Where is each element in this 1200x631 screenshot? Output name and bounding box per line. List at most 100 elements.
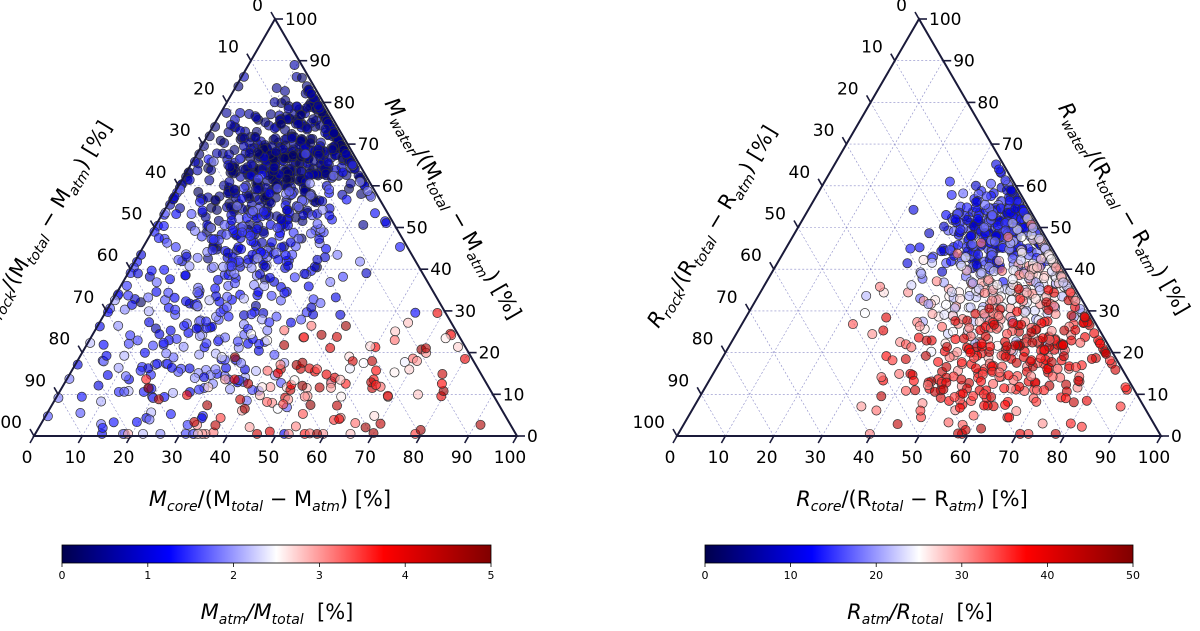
scatter-point — [120, 371, 131, 382]
scatter-point — [179, 320, 190, 331]
scatter-point — [221, 302, 232, 313]
scatter-point — [1059, 325, 1070, 336]
scatter-point — [958, 188, 969, 199]
tick-mark — [29, 428, 35, 437]
scatter-point — [299, 332, 310, 343]
scatter-point — [1011, 357, 1022, 368]
scatter-point — [1086, 353, 1097, 364]
scatter-point — [1046, 326, 1057, 336]
scatter-point — [296, 135, 306, 146]
scatter-point — [246, 329, 257, 339]
scatter-point — [276, 214, 287, 225]
scatter-point — [266, 237, 277, 248]
scatter-point — [358, 358, 369, 369]
bottom-tick-label: 70 — [354, 448, 376, 468]
scatter-point — [900, 354, 911, 365]
scatter-point — [344, 363, 355, 374]
grid-line — [749, 310, 823, 437]
scatter-point — [222, 291, 233, 302]
scatter-point — [239, 182, 249, 193]
scatter-point — [1035, 353, 1046, 364]
scatter-point — [119, 350, 130, 361]
scatter-point — [202, 400, 213, 411]
grid-line — [1112, 394, 1138, 437]
scatter-point — [259, 281, 270, 292]
scatter-point — [1016, 319, 1027, 330]
scatter-point — [453, 341, 463, 352]
grid-line — [725, 352, 775, 437]
scatter-point — [215, 412, 226, 423]
scatter-point — [340, 320, 351, 331]
tick-mark — [246, 53, 252, 62]
scatter-point — [403, 317, 414, 328]
right-tick-label: 70 — [358, 135, 380, 155]
scatter-point — [98, 339, 109, 350]
scatter-point — [305, 137, 316, 148]
scatter-point — [236, 244, 247, 255]
tick-mark — [101, 303, 107, 312]
tick-mark — [696, 386, 702, 395]
scatter-point — [415, 425, 426, 435]
tick-mark — [793, 220, 799, 228]
scatter-point — [165, 409, 176, 420]
scatter-point — [1001, 341, 1012, 352]
scatter-point — [143, 292, 154, 303]
scatter-point — [1026, 355, 1037, 366]
scatter-point — [1043, 284, 1054, 295]
scatter-point — [224, 176, 235, 187]
colorbar-label: Matm/Mtotal [%] — [201, 600, 354, 628]
scatter-point — [1065, 287, 1076, 298]
scatter-point — [314, 234, 325, 245]
scatter-point — [101, 350, 112, 361]
left-tick-label: 100 — [633, 413, 665, 433]
scatter-point — [962, 215, 972, 225]
scatter-point — [289, 272, 300, 283]
scatter-point — [1034, 233, 1045, 244]
scatter-point — [1041, 297, 1052, 308]
right-tick-label: 100 — [285, 10, 317, 30]
scatter-point — [132, 268, 143, 279]
scatter-point — [341, 149, 352, 160]
scatter-point — [358, 219, 369, 230]
bottom-tick-label: 30 — [804, 448, 826, 468]
scatter-point — [1000, 175, 1011, 186]
scatter-point — [1115, 401, 1126, 412]
scatter-point — [1015, 255, 1026, 266]
scatter-point — [119, 304, 130, 315]
scatter-point — [308, 114, 319, 125]
scatter-point — [278, 399, 289, 410]
scatter-point — [1120, 382, 1131, 393]
right-tick-label: 0 — [527, 427, 538, 447]
scatter-point — [355, 176, 365, 187]
scatter-point — [244, 109, 255, 119]
right-tick-label: 80 — [977, 93, 999, 113]
scatter-point — [260, 117, 271, 128]
scatter-point — [254, 390, 265, 401]
left-tick-label: 30 — [813, 121, 835, 141]
scatter-point — [236, 358, 247, 369]
scatter-point — [192, 287, 203, 298]
scatter-point — [223, 311, 234, 322]
scatter-point — [265, 109, 276, 120]
bottom-axis-label: Rcore/(Rtotal − Ratm) [%] — [796, 487, 1028, 515]
bottom-tick-label: 50 — [258, 448, 280, 468]
scatter-point — [144, 317, 155, 328]
scatter-point — [143, 383, 154, 393]
scatter-point — [1031, 396, 1042, 407]
scatter-point — [296, 314, 307, 325]
scatter-point — [1013, 284, 1024, 294]
scatter-point — [976, 237, 987, 248]
scatter-point — [208, 234, 219, 245]
scatter-point — [949, 392, 960, 403]
bottom-tick-label: 100 — [1138, 448, 1170, 468]
scatter-point — [293, 202, 304, 212]
scatter-point — [1076, 421, 1087, 432]
scatter-point — [867, 329, 878, 340]
scatter-point — [244, 148, 255, 158]
scatter-point — [211, 204, 222, 215]
scatter-point — [976, 423, 987, 434]
scatter-point — [876, 391, 887, 402]
scatter-point — [226, 261, 237, 272]
scatter-point — [976, 338, 987, 349]
scatter-point — [902, 258, 913, 269]
